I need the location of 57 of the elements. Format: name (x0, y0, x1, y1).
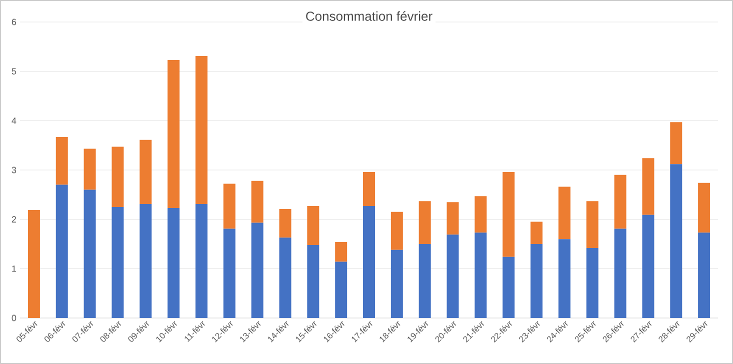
bar (390, 250, 403, 318)
bar (56, 136, 68, 185)
bar (502, 172, 515, 257)
bar (446, 202, 459, 235)
bar (251, 222, 264, 318)
bar (112, 207, 124, 318)
bar (446, 234, 459, 318)
bar (586, 248, 598, 318)
bar (279, 238, 292, 318)
y-tick-label: 4 (12, 118, 16, 124)
y-tick-label: 3 (12, 166, 16, 174)
bar (614, 228, 626, 318)
bar (530, 222, 543, 244)
bar (586, 201, 598, 248)
bar (418, 244, 431, 318)
bar (56, 184, 68, 318)
bar (84, 148, 96, 190)
bar (307, 244, 320, 318)
bar (140, 140, 152, 204)
bar (223, 184, 236, 229)
bar (390, 212, 403, 250)
bar (530, 244, 543, 318)
bar (168, 208, 180, 318)
bar (474, 232, 487, 318)
chart-title: Consommation février (306, 11, 432, 21)
y-tick-label: 2 (12, 216, 16, 222)
bar (84, 190, 96, 318)
y-tick-label: 1 (12, 266, 16, 272)
bar (195, 56, 208, 204)
bar (251, 180, 264, 223)
bar (112, 146, 124, 207)
bar (670, 122, 682, 164)
y-tick-label: 6 (12, 18, 16, 26)
bar (363, 172, 376, 206)
y-tick-label: 0 (12, 314, 16, 322)
bar (698, 182, 710, 233)
bar (502, 256, 515, 318)
bar (418, 201, 431, 244)
y-tick-label: 5 (12, 68, 16, 74)
bar (140, 204, 152, 318)
bar (363, 206, 376, 318)
bar (28, 210, 40, 318)
bar (474, 196, 487, 233)
bar (558, 186, 570, 240)
bar (698, 232, 710, 318)
bar (335, 262, 348, 318)
bar (168, 60, 180, 208)
bar (642, 158, 654, 215)
bar (558, 239, 570, 318)
bar (223, 228, 236, 318)
bar (670, 164, 682, 318)
bar (307, 206, 320, 245)
bar (614, 174, 626, 229)
bar (335, 242, 348, 262)
bar (642, 214, 654, 318)
bar (195, 204, 208, 318)
bar (279, 208, 292, 238)
